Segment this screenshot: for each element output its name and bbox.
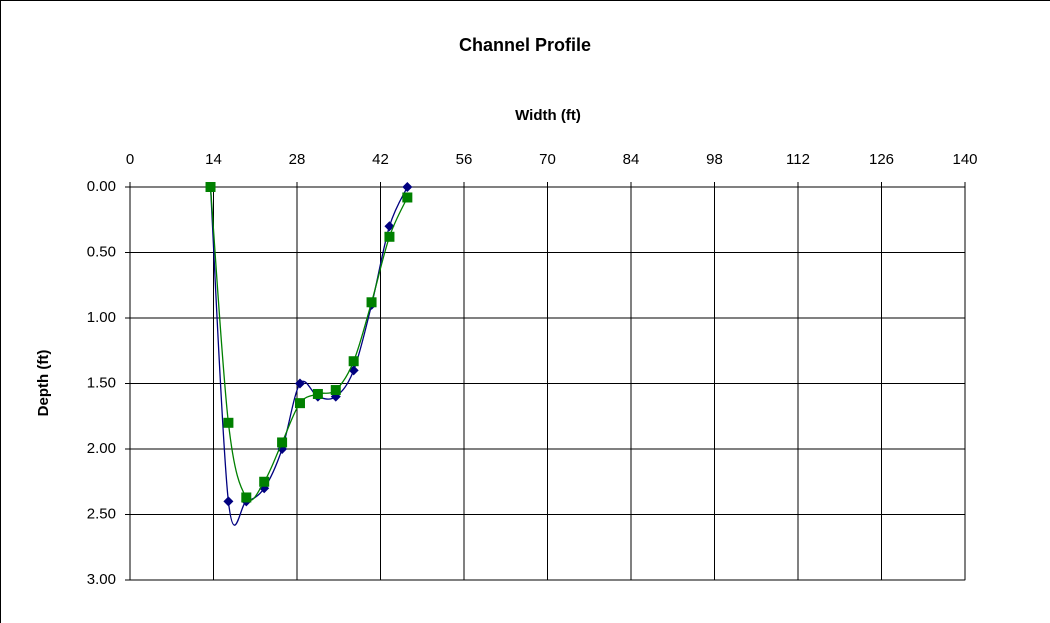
marker — [223, 496, 234, 507]
marker — [241, 492, 252, 503]
y-tick-label: 0.50 — [87, 243, 116, 260]
marker — [259, 476, 270, 487]
x-tick-label: 126 — [869, 151, 894, 168]
x-tick-label: 70 — [539, 151, 556, 168]
y-tick-label: 1.00 — [87, 309, 116, 326]
x-axis-title: Width (ft) — [515, 107, 581, 124]
marker — [205, 182, 216, 192]
y-tick-label: 2.00 — [87, 440, 116, 457]
y-tick-label: 1.50 — [87, 374, 116, 391]
marker — [312, 388, 323, 399]
x-tick-label: 56 — [456, 151, 473, 168]
y-tick-label: 0.00 — [87, 178, 116, 195]
marker — [223, 417, 234, 428]
x-tick-label: 14 — [205, 151, 222, 168]
y-axis-title: Depth (ft) — [35, 350, 52, 417]
y-tick-label: 3.00 — [87, 571, 116, 588]
x-tick-label: 0 — [126, 151, 134, 168]
marker — [402, 182, 413, 192]
x-tick-label: 98 — [706, 151, 723, 168]
x-tick-label: 140 — [952, 151, 977, 168]
marker — [348, 356, 359, 367]
marker — [366, 297, 377, 308]
marker — [384, 231, 395, 242]
marker — [402, 192, 413, 203]
y-tick-label: 2.50 — [87, 505, 116, 522]
marker — [330, 385, 341, 396]
marker — [277, 437, 288, 448]
x-tick-label: 28 — [289, 151, 306, 168]
x-tick-label: 112 — [786, 151, 810, 168]
marker — [294, 398, 305, 409]
chart-title: Channel Profile — [459, 35, 591, 55]
x-tick-label: 84 — [623, 151, 640, 168]
marker — [294, 378, 305, 389]
x-tick-label: 42 — [372, 151, 389, 168]
